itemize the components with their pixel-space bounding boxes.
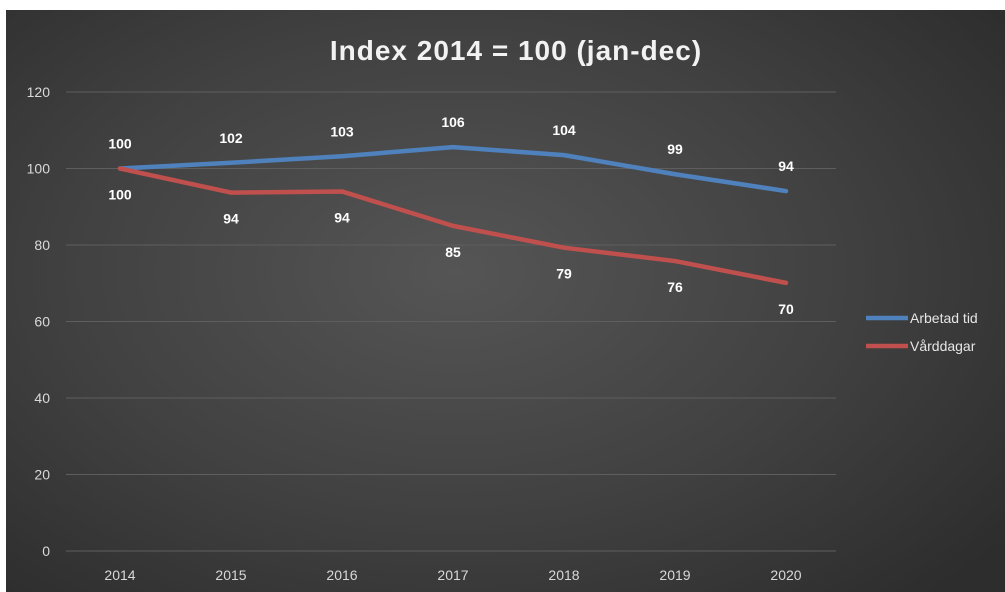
data-label: 85 <box>445 244 461 260</box>
data-label: 106 <box>441 114 465 130</box>
y-tick-label: 20 <box>34 467 50 483</box>
series-line-1 <box>117 144 789 194</box>
x-tick-label: 2019 <box>659 567 690 583</box>
series-lines <box>117 144 789 286</box>
data-label: 102 <box>219 130 243 146</box>
data-label: 103 <box>330 123 354 139</box>
data-label: 94 <box>778 158 794 174</box>
data-label: 70 <box>778 301 794 317</box>
legend: Arbetad tid Vårddagar <box>866 310 978 354</box>
line-chart: Index 2014 = 100 (jan-dec) 0204060801001… <box>27 35 978 583</box>
x-tick-label: 2017 <box>437 567 468 583</box>
y-tick-label: 80 <box>34 237 50 253</box>
y-tick-label: 60 <box>34 314 50 330</box>
y-tick-label: 0 <box>42 543 50 559</box>
x-tick-label: 2014 <box>104 567 135 583</box>
y-tick-label: 120 <box>27 84 51 100</box>
series-line-2 <box>117 166 789 286</box>
data-label: 94 <box>334 209 350 225</box>
data-label: 76 <box>667 279 683 295</box>
x-tick-label: 2018 <box>548 567 579 583</box>
data-label: 94 <box>223 211 239 227</box>
x-tick-label: 2016 <box>326 567 357 583</box>
x-tick-label: 2020 <box>770 567 801 583</box>
chart-title: Index 2014 = 100 (jan-dec) <box>330 35 702 66</box>
gridlines <box>66 91 836 552</box>
y-axis: 0 20 40 60 80 100 120 <box>27 84 51 559</box>
data-label: 100 <box>108 187 132 203</box>
data-label: 104 <box>552 122 576 138</box>
y-tick-label: 40 <box>34 390 50 406</box>
data-labels: 100 102 103 106 104 99 94 100 94 94 85 79 76 70 <box>108 114 794 317</box>
data-label: 79 <box>556 266 572 282</box>
y-tick-label: 100 <box>27 161 51 177</box>
data-label: 99 <box>667 141 683 157</box>
chart-area: Index 2014 = 100 (jan-dec) 0 20 40 60 80 100 1… <box>6 10 1005 592</box>
x-axis: 2014 2015 2016 2017 2018 2019 2020 <box>104 567 801 583</box>
legend-label: Vårddagar <box>910 338 976 354</box>
data-label: 100 <box>108 136 132 152</box>
x-tick-label: 2015 <box>215 567 246 583</box>
legend-label: Arbetad tid <box>910 310 978 326</box>
